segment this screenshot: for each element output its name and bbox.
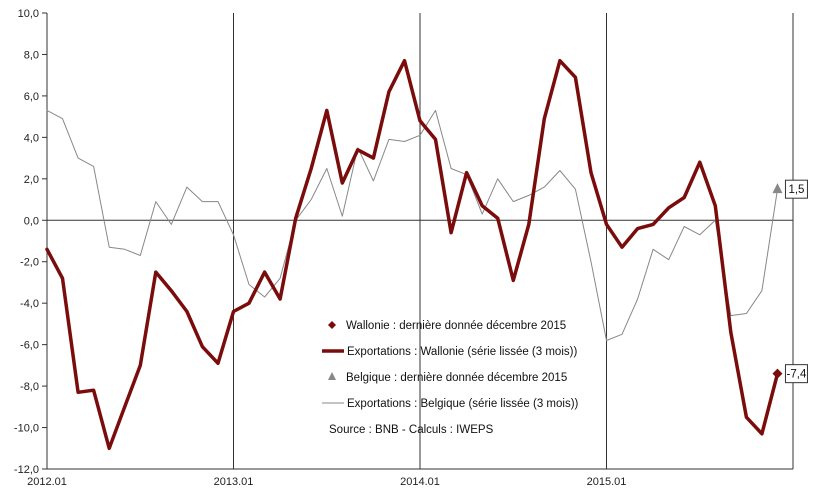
y-tick-label: 4,0 — [24, 132, 39, 144]
value-label: -7,4 — [787, 369, 807, 381]
y-tick-label: -6,0 — [20, 340, 39, 352]
y-tick-label: -2,0 — [20, 257, 39, 269]
y-tick-label: 10,0 — [18, 8, 39, 20]
y-tick-label: 8,0 — [24, 49, 39, 61]
value-label: 1,5 — [788, 184, 804, 196]
series-layer — [45, 58, 780, 451]
x-tick-label: 2013.01 — [214, 476, 254, 488]
value-label-box — [784, 179, 808, 199]
x-tick-label: 2012.01 — [27, 476, 67, 488]
y-tick-label: -8,0 — [20, 381, 39, 393]
x-tick-label: 2014.01 — [400, 476, 440, 488]
legend-entry: Exportations : Belgique (série lissée (3… — [347, 398, 579, 410]
legend-symbol-diamond — [328, 321, 336, 329]
series-line-belgique — [46, 109, 778, 341]
grid-lines — [233, 13, 794, 469]
marker-wallonie — [772, 368, 783, 379]
y-tick-label: 0,0 — [24, 215, 39, 227]
series-line-wallonie — [45, 58, 780, 451]
y-tick-label: -12,0 — [14, 464, 39, 476]
legend-symbol-triangle — [328, 372, 336, 380]
y-axis: 10,0 8,0 6,0 4,0 2,0 0,0 -2,0 -4,0 -6,0 -8,0 -10,0… — [14, 8, 48, 476]
x-tick-label: 2015.01 — [587, 476, 627, 488]
marker-belgique — [772, 183, 783, 194]
legend: Wallonie : dernière donnée décembre 2015… — [322, 320, 579, 436]
value-label-box — [784, 364, 808, 384]
legend-entry: Belgique : dernière donnée décembre 2015 — [346, 372, 567, 384]
marker-layer: -7,4 1,5 — [772, 179, 808, 384]
source-note: Source : BNB - Calculs : IWEPS — [329, 424, 494, 436]
y-tick-label: 6,0 — [24, 91, 39, 103]
y-tick-label: -4,0 — [20, 298, 39, 310]
legend-entry: Exportations : Wallonie (série lissée (3… — [347, 346, 577, 358]
y-tick-label: 2,0 — [24, 174, 39, 186]
legend-entry: Wallonie : dernière donnée décembre 2015 — [346, 320, 566, 332]
x-axis: 2012.01 2013.01 2014.01 2015.01 — [27, 219, 793, 488]
y-tick-label: -10,0 — [14, 423, 39, 435]
